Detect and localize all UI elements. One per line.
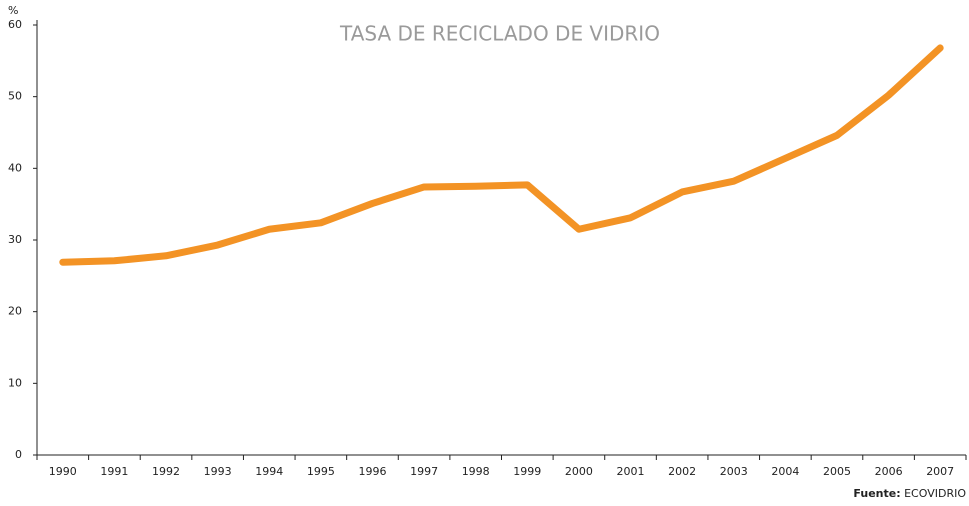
x-tick-label: 2005 [823,465,851,478]
x-tick-label: 2003 [720,465,748,478]
y-tick-label: 40 [8,161,22,174]
x-tick-label: 1998 [462,465,490,478]
x-tick-label: 1994 [255,465,283,478]
line [59,44,944,266]
x-tick-label: 2007 [926,465,954,478]
x-tick-label: 2004 [771,465,799,478]
x-tick-label: 1993 [204,465,232,478]
y-tick-label: 30 [8,233,22,246]
y-tick-label: 50 [8,90,22,103]
y-tick-label: 0 [15,448,22,461]
x-tick-label: 1999 [513,465,541,478]
x-tick-label: 1995 [307,465,335,478]
source: Fuente: ECOVIDRIO [853,487,966,500]
x-tick-label: 1991 [100,465,128,478]
y-tick-label: 60 [8,18,22,31]
y-tick-label: 10 [8,376,22,389]
y-unit: % [8,4,18,17]
x-tick-label: 2000 [565,465,593,478]
x-tick-label: 2002 [668,465,696,478]
x-tick-label: 2001 [617,465,645,478]
source-name: ECOVIDRIO [904,487,966,500]
x-tick-label: 1997 [410,465,438,478]
x-tick-label: 1992 [152,465,180,478]
x-tick-label: 2006 [875,465,903,478]
x-tick-label: 1990 [49,465,77,478]
chart-title: TASA DE RECICLADO DE VIDRIO [339,22,660,46]
source-label: Fuente: [853,487,900,500]
x-tick-label: 1996 [358,465,386,478]
y-tick-label: 20 [8,305,22,318]
